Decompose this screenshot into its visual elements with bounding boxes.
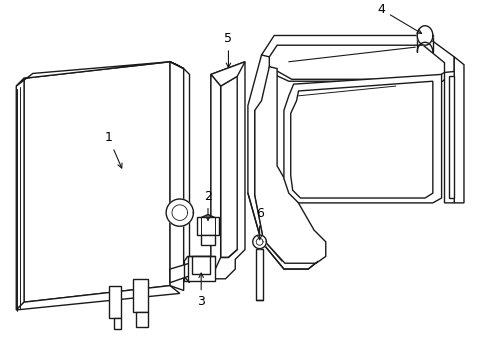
Polygon shape (252, 235, 266, 249)
Polygon shape (170, 62, 183, 291)
Polygon shape (201, 235, 214, 245)
Polygon shape (183, 68, 189, 283)
Polygon shape (210, 75, 220, 279)
Text: 1: 1 (104, 131, 122, 168)
Text: 2: 2 (203, 190, 211, 220)
Polygon shape (197, 217, 218, 235)
Polygon shape (133, 279, 147, 312)
Polygon shape (254, 67, 325, 263)
Polygon shape (284, 75, 441, 203)
Text: 3: 3 (197, 273, 204, 309)
Text: 6: 6 (255, 207, 263, 240)
Polygon shape (170, 62, 183, 68)
Polygon shape (448, 76, 453, 198)
Polygon shape (187, 256, 214, 281)
Polygon shape (290, 81, 432, 198)
Polygon shape (136, 312, 147, 328)
Polygon shape (269, 45, 444, 79)
Polygon shape (416, 26, 432, 45)
Polygon shape (247, 55, 317, 269)
Polygon shape (16, 62, 170, 86)
Polygon shape (113, 318, 121, 329)
Polygon shape (261, 36, 453, 81)
Polygon shape (16, 285, 180, 310)
Polygon shape (170, 263, 189, 283)
Text: 4: 4 (377, 3, 421, 33)
Polygon shape (255, 249, 263, 300)
Polygon shape (444, 72, 453, 203)
Polygon shape (220, 76, 237, 257)
Polygon shape (210, 62, 244, 86)
Polygon shape (24, 62, 170, 302)
Polygon shape (166, 199, 193, 226)
Polygon shape (16, 78, 24, 310)
Polygon shape (453, 57, 463, 203)
Text: 5: 5 (224, 32, 232, 67)
Polygon shape (108, 285, 121, 318)
Polygon shape (192, 256, 209, 274)
Polygon shape (210, 62, 244, 279)
